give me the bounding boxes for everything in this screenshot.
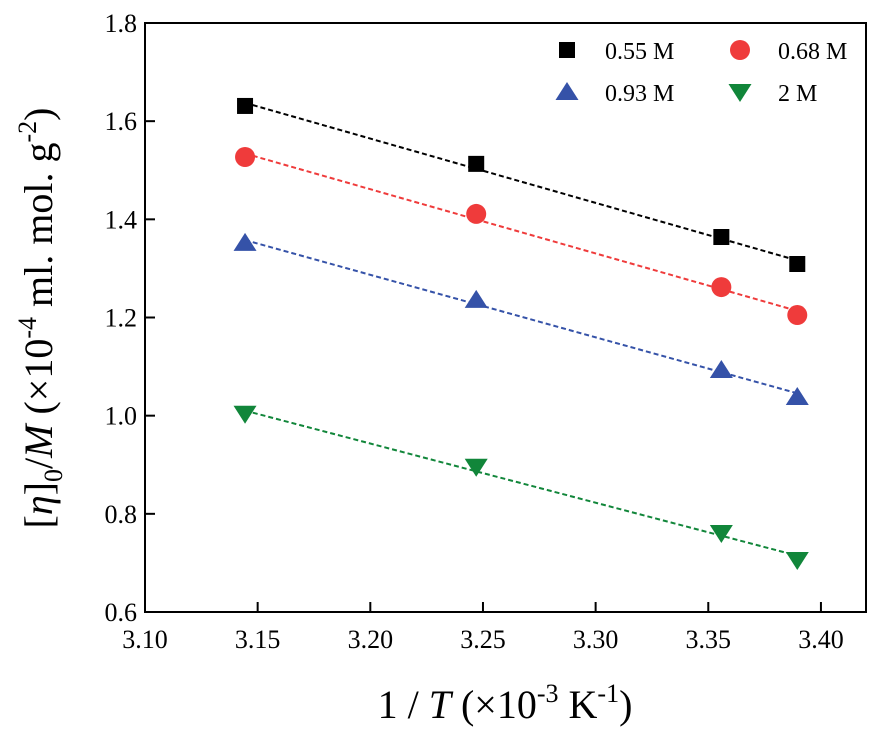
x-title-part: K	[559, 682, 598, 727]
point	[464, 289, 488, 308]
x-tick-label: 3.35	[686, 625, 732, 654]
y-title-part: )	[16, 108, 61, 121]
y-title-part: -2	[13, 121, 42, 143]
legend-label: 0.55 M	[605, 39, 674, 65]
y-axis-title: [η]0/M (×10-4 ml. mol. g-2)	[13, 108, 68, 529]
y-title-part: 0	[39, 469, 68, 482]
legend-label: 0.68 M	[778, 39, 847, 65]
y-tick-label: 0.6	[105, 598, 138, 627]
x-tick-label: 3.30	[573, 625, 619, 654]
x-tick-label: 3.10	[122, 625, 168, 654]
y-tick-label: 1.6	[105, 107, 138, 136]
point	[789, 255, 806, 272]
x-tick-label: 3.15	[235, 625, 281, 654]
point	[466, 203, 487, 224]
point	[709, 360, 733, 379]
point	[713, 229, 730, 246]
x-title-part: (×10	[451, 682, 537, 727]
point	[237, 97, 254, 114]
point	[468, 155, 485, 172]
y-tick-label: 0.8	[105, 500, 138, 529]
fit-line	[244, 239, 798, 395]
x-title-part: )	[619, 682, 632, 727]
point	[464, 458, 488, 477]
legend-marker	[555, 82, 579, 100]
x-title-part: T	[429, 682, 454, 727]
legend-marker	[559, 42, 575, 58]
y-title-part: -4	[13, 317, 42, 339]
point	[235, 146, 256, 167]
y-title-part: [	[16, 515, 61, 528]
x-tick-label: 3.25	[460, 625, 506, 654]
legend-marker	[728, 84, 752, 102]
y-tick-label: 1.2	[105, 304, 138, 333]
x-title-part: -3	[537, 679, 559, 708]
x-axis-title: 1 / T (×10-3 K-1)	[378, 679, 633, 727]
y-title-part: M	[16, 422, 61, 459]
point	[711, 277, 732, 298]
y-title-part: (×10	[16, 339, 61, 425]
point	[233, 232, 257, 251]
x-title-part: 1 /	[378, 682, 429, 727]
plot-frame	[144, 22, 867, 613]
y-title-part: /	[16, 457, 61, 469]
y-tick-label: 1.0	[105, 402, 138, 431]
y-title-part: ml. mol. g	[16, 143, 61, 317]
point	[233, 405, 257, 424]
x-tick-label: 3.40	[798, 625, 844, 654]
y-tick-label: 1.8	[105, 9, 138, 38]
y-title-part: η	[16, 495, 61, 515]
legend-label: 2 M	[778, 81, 817, 107]
point	[787, 305, 808, 326]
point	[785, 551, 809, 570]
point	[785, 387, 809, 406]
y-title-part: ]	[16, 482, 61, 495]
legend-marker	[730, 40, 750, 60]
point	[709, 524, 733, 543]
x-tick-label: 3.20	[348, 625, 394, 654]
fit-line	[244, 409, 798, 557]
y-tick-label: 1.4	[105, 205, 138, 234]
legend-label: 0.93 M	[605, 81, 674, 107]
x-title-part: -1	[597, 679, 619, 708]
